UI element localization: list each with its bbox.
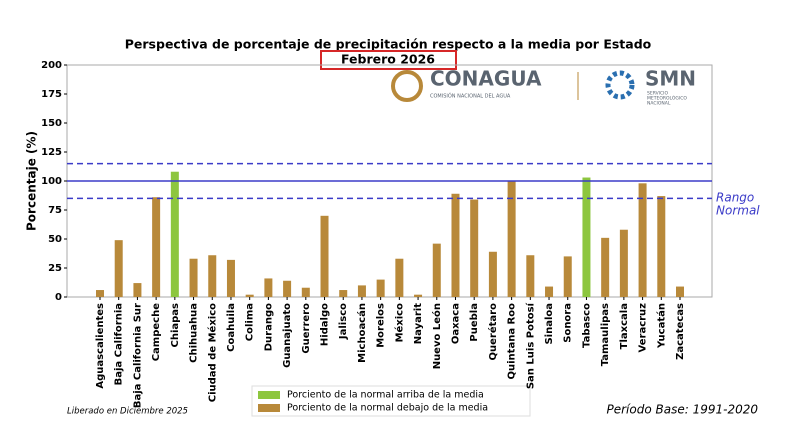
x-tick-label: Guerrero xyxy=(301,303,312,354)
smn-sub: NACIONAL xyxy=(647,101,671,107)
x-tick-label: México xyxy=(393,303,405,343)
bar xyxy=(357,285,366,297)
y-tick-label: 25 xyxy=(48,263,62,274)
legend-swatch xyxy=(258,391,280,399)
subtitle-box xyxy=(320,50,457,70)
x-tick-label: San Luis Potosí xyxy=(524,302,536,389)
legend-label: Porciento de la normal debajo de la medi… xyxy=(287,403,488,414)
bar xyxy=(283,280,292,297)
smn-logo: SMN xyxy=(645,67,696,91)
bar xyxy=(470,199,479,297)
x-tick-label: Aguascalientes xyxy=(95,303,106,389)
footer-right: Período Base: 1991-2020 xyxy=(607,403,759,417)
y-tick-label: 150 xyxy=(41,118,62,129)
footer-left: Liberado en Diciembre 2025 xyxy=(67,407,188,417)
bar xyxy=(114,240,123,297)
bar xyxy=(152,197,161,297)
x-tick-label: Chihuahua xyxy=(189,303,200,363)
conagua-logo: CONAGUA xyxy=(430,67,542,91)
x-tick-label: Coahuila xyxy=(226,303,237,352)
x-tick-label: Ciudad de México xyxy=(206,303,218,402)
bar xyxy=(376,279,385,297)
x-tick-label: Yucatán xyxy=(655,303,667,349)
bar xyxy=(133,283,142,297)
bar xyxy=(451,193,460,297)
bar xyxy=(488,251,497,297)
conagua-icon xyxy=(391,70,423,102)
bar xyxy=(619,229,628,297)
bar xyxy=(638,183,647,297)
y-tick-label: 100 xyxy=(41,176,62,187)
y-tick-label: 175 xyxy=(41,89,62,100)
x-tick-label: Chiapas xyxy=(170,303,181,348)
bar xyxy=(339,290,348,297)
x-tick-label: Guanajuato xyxy=(282,303,293,368)
bar xyxy=(601,237,610,297)
bar xyxy=(170,171,179,297)
bar xyxy=(189,258,198,297)
legend-label: Porciento de la normal arriba de la medi… xyxy=(287,390,484,401)
x-tick-label: Tlaxcala xyxy=(619,303,630,349)
x-tick-label: Baja California Sur xyxy=(132,303,143,408)
legend-swatch xyxy=(258,404,280,412)
x-tick-label: Nuevo León xyxy=(431,303,443,369)
bar xyxy=(526,255,535,297)
bar xyxy=(676,286,684,297)
bar xyxy=(507,181,516,297)
bar xyxy=(264,278,273,297)
smn-sub: METEOROLÓGICO xyxy=(647,95,687,102)
bar xyxy=(226,259,235,297)
x-tick-label: Campeche xyxy=(151,303,162,361)
x-tick-label: Michoacán xyxy=(356,303,368,363)
x-tick-label: Puebla xyxy=(469,303,480,342)
bar xyxy=(657,196,666,297)
bar xyxy=(563,256,572,297)
x-tick-label: Morelos xyxy=(376,303,387,348)
conagua-sub: COMISIÓN NACIONAL DEL AGUA xyxy=(430,93,511,100)
bar xyxy=(582,177,591,297)
x-tick-label: Tamaulipas xyxy=(600,303,611,366)
smn-icon xyxy=(605,70,635,100)
legend xyxy=(251,385,531,417)
bar xyxy=(301,287,310,297)
chart-subtitle: Febrero 2026 xyxy=(341,52,435,67)
x-tick-label: Sonora xyxy=(563,303,574,343)
bar xyxy=(414,294,423,297)
y-tick-label: 200 xyxy=(41,60,62,71)
bar xyxy=(320,215,329,297)
smn-sub: SERVICIO xyxy=(647,91,668,97)
x-tick-label: Jalisco xyxy=(338,303,349,340)
x-tick-label: Colima xyxy=(245,303,256,341)
bar xyxy=(96,290,104,297)
x-tick-label: Nayarit xyxy=(413,303,424,344)
bar xyxy=(245,294,254,297)
y-tick-label: 50 xyxy=(48,234,62,245)
annotation: Normal xyxy=(716,204,760,218)
x-tick-label: Querétaro xyxy=(487,303,499,361)
x-tick-label: Tabasco xyxy=(581,303,592,348)
y-axis-label: Porcentaje (%) xyxy=(25,131,39,231)
y-tick-label: 125 xyxy=(41,147,62,158)
bar xyxy=(208,255,217,297)
x-tick-label: Sinaloa xyxy=(544,303,555,345)
y-tick-label: 0 xyxy=(55,292,62,303)
x-tick-label: Baja California xyxy=(114,303,125,385)
bar xyxy=(395,258,404,297)
logos: CONAGUA COMISIÓN NACIONAL DEL AGUA SMN S… xyxy=(391,67,696,107)
y-tick-label: 75 xyxy=(48,205,62,216)
annotation: Rango xyxy=(716,191,754,205)
x-tick-label: Zacatecas xyxy=(675,303,686,360)
x-tick-label: Quintana Roo xyxy=(507,303,518,380)
x-tick-label: Veracruz xyxy=(638,303,649,353)
x-tick-label: Oaxaca xyxy=(450,303,461,344)
x-tick-label: Hidalgo xyxy=(320,303,331,346)
bar xyxy=(432,243,441,297)
x-tick-label: Durango xyxy=(263,303,274,351)
chart-title: Perspectiva de porcentaje de precipitaci… xyxy=(125,37,652,52)
bar xyxy=(545,286,554,297)
